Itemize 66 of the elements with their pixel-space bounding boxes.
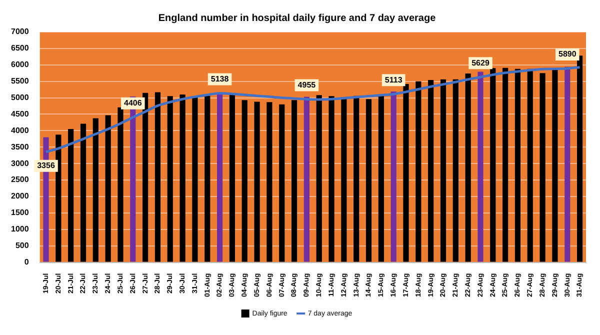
bar bbox=[478, 72, 484, 262]
bar bbox=[229, 94, 236, 262]
bar bbox=[167, 96, 173, 262]
bar bbox=[354, 96, 360, 262]
bar bbox=[266, 102, 272, 262]
bar bbox=[403, 84, 409, 262]
bar bbox=[192, 97, 198, 262]
y-tick-label: 4000 bbox=[11, 126, 30, 135]
bar bbox=[341, 97, 347, 262]
y-tick-label: 500 bbox=[15, 241, 30, 250]
bar bbox=[366, 99, 372, 262]
line-series bbox=[44, 66, 582, 154]
bar bbox=[552, 70, 558, 262]
data-label: 4955 bbox=[298, 80, 316, 90]
y-tick-label: 6500 bbox=[11, 44, 30, 53]
bar bbox=[540, 73, 546, 262]
y-tick-label: 3000 bbox=[11, 158, 30, 168]
y-tick-label: 5500 bbox=[11, 76, 30, 86]
bar bbox=[490, 68, 496, 262]
bar bbox=[390, 92, 396, 262]
bar bbox=[465, 73, 471, 262]
bar bbox=[180, 94, 186, 262]
y-tick-label: 2000 bbox=[11, 192, 30, 201]
bar bbox=[204, 96, 210, 262]
bar bbox=[416, 81, 422, 262]
y-tick-label: 4500 bbox=[11, 109, 30, 118]
y-tick-label: 0 bbox=[24, 257, 30, 266]
bar bbox=[328, 96, 334, 262]
bar bbox=[428, 80, 434, 262]
bar bbox=[154, 92, 161, 262]
bar bbox=[217, 92, 223, 262]
data-label: 4406 bbox=[124, 98, 142, 108]
bar bbox=[452, 79, 458, 262]
bar bbox=[502, 68, 508, 262]
data-label: 5629 bbox=[472, 58, 490, 68]
y-tick-label: 7000 bbox=[11, 27, 30, 36]
bar bbox=[68, 129, 74, 262]
bar bbox=[440, 79, 446, 262]
bar bbox=[56, 134, 62, 262]
bar bbox=[142, 92, 148, 262]
y-tick-label: 3500 bbox=[11, 142, 30, 152]
y-tick-label: 6000 bbox=[11, 60, 30, 70]
data-label: 5113 bbox=[384, 75, 403, 84]
y-tick-label: 1500 bbox=[11, 208, 30, 218]
bar bbox=[242, 100, 248, 262]
y-tick-label: 1000 bbox=[11, 224, 30, 234]
y-tick-label: 2500 bbox=[11, 175, 30, 184]
chart-title: England number in hospital daily figure and 7 day average bbox=[158, 12, 436, 24]
bar bbox=[316, 95, 322, 262]
bar bbox=[118, 107, 124, 262]
bar bbox=[527, 68, 533, 262]
bar bbox=[105, 115, 111, 262]
bar bbox=[80, 124, 86, 262]
bar bbox=[279, 104, 285, 262]
y-tick-label: 5000 bbox=[11, 92, 30, 102]
bar bbox=[254, 102, 260, 262]
bar bbox=[514, 68, 521, 262]
data-label: 5138 bbox=[210, 74, 230, 84]
bar bbox=[378, 94, 384, 262]
bar bbox=[291, 100, 298, 262]
bar bbox=[564, 66, 570, 262]
data-label: 5890 bbox=[558, 50, 577, 59]
bar bbox=[92, 118, 98, 262]
bar bbox=[304, 96, 310, 262]
data-label: 3356 bbox=[37, 161, 56, 170]
bar bbox=[577, 56, 583, 262]
